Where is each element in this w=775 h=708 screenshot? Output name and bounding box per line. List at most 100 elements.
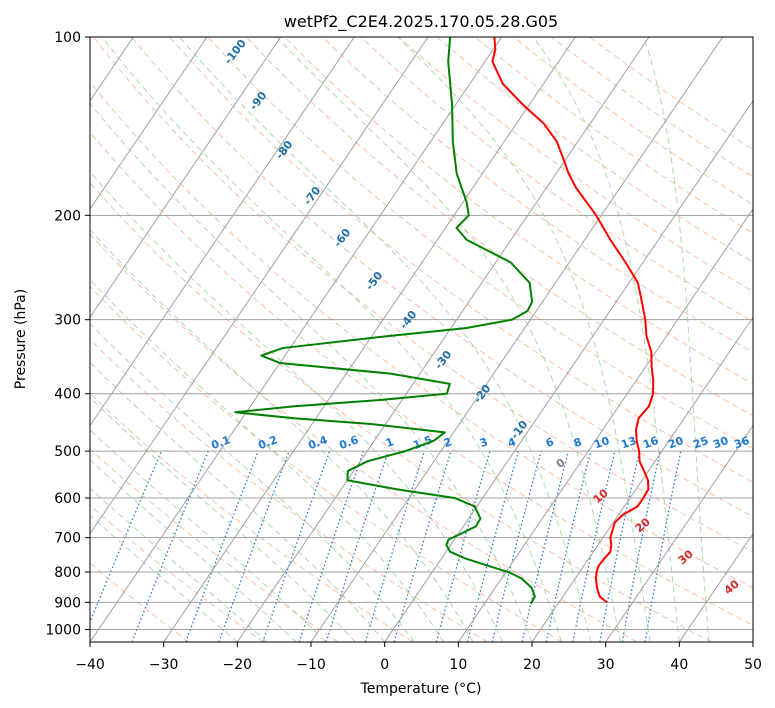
- y-tick-label: 200: [54, 208, 81, 224]
- y-tick-label: 900: [54, 595, 81, 611]
- mixing-ratio-line: [185, 450, 259, 642]
- dry-adiabat: [131, 37, 753, 518]
- x-tick-label: 20: [523, 657, 541, 673]
- mixing-ratio-label: 16: [641, 434, 660, 452]
- mixing-ratio-label: 2: [442, 435, 454, 450]
- mixing-ratio-line: [298, 450, 365, 642]
- moist-adiabat: [90, 514, 238, 642]
- isotherm-line: [236, 37, 650, 642]
- y-tick-label: 700: [54, 531, 81, 547]
- x-tick-label: 10: [449, 657, 467, 673]
- mixing-ratio-label: 6: [544, 435, 556, 450]
- isotherm-line: [163, 37, 576, 642]
- mixing-ratio-line: [364, 450, 426, 642]
- mixing-ratio-label: 4: [506, 435, 518, 450]
- mixing-ratio-line: [545, 450, 592, 642]
- isotherm-line: [0, 37, 60, 642]
- x-tick-label: 50: [744, 657, 762, 673]
- dry-adiabat: [322, 37, 753, 353]
- x-tick-label: 30: [597, 657, 615, 673]
- y-tick-label: 800: [54, 565, 81, 581]
- isotherm-line: [90, 37, 429, 535]
- moist-adiabat: [276, 37, 621, 642]
- mixing-ratio-line: [218, 450, 290, 642]
- moist-adiabat: [101, 37, 562, 642]
- isotherm-line: [752, 641, 753, 642]
- mixing-ratio-label: 3: [478, 435, 490, 450]
- mixing-ratio-label: 0.1: [209, 433, 232, 452]
- mixing-ratio-line: [131, 450, 209, 642]
- isotherm-line: [90, 37, 355, 427]
- moist-adiabat: [90, 487, 268, 642]
- x-tick-label: 40: [670, 657, 688, 673]
- mixing-ratio-label: 36: [732, 434, 751, 452]
- y-tick-label: 400: [54, 387, 81, 403]
- dry-adiabat: [283, 37, 753, 385]
- mixing-ratio-line: [435, 450, 491, 642]
- x-tick-label: −10: [296, 657, 326, 673]
- mixing-ratio-label: 13: [619, 434, 638, 451]
- moist-adiabat: [90, 171, 503, 642]
- mixing-ratio-label: 0.2: [256, 433, 279, 452]
- dry-adiabat: [90, 81, 753, 589]
- dry-adiabat: [90, 131, 753, 626]
- isotherm-line: [605, 424, 753, 642]
- mixing-ratio-label: 30: [711, 434, 730, 452]
- moist-adiabat: [90, 322, 415, 642]
- mixing-ratio-label: 0.4: [306, 433, 329, 452]
- y-tick-label: 500: [54, 444, 81, 460]
- mixing-ratio-label: 10: [592, 434, 611, 452]
- dry-adiabat: [169, 37, 753, 483]
- isotherm-line: [678, 532, 753, 642]
- dry-adiabat: [90, 182, 712, 642]
- mixing-ratio-label: 0.6: [337, 433, 360, 452]
- x-tick-label: −30: [149, 657, 179, 673]
- mixing-ratio-label: 20: [666, 434, 685, 452]
- x-tick-label: −20: [223, 657, 253, 673]
- isotherm-line: [90, 37, 503, 642]
- moist-adiabat: [90, 102, 533, 642]
- moist-adiabat: [90, 279, 445, 642]
- moist-adiabat: [179, 37, 592, 642]
- moist-adiabat: [90, 229, 474, 642]
- moist-adiabat: [90, 429, 327, 642]
- x-axis-ticks: −40 −30 −20 −10 0 10 20 30 40 50: [75, 642, 762, 673]
- isotherm-line: [531, 316, 753, 642]
- isotherm-line: [384, 99, 753, 642]
- mixing-ratio-label: 25: [691, 434, 710, 451]
- y-axis-ticks: 100 200 300 400 500 600 700 800 900 1000: [45, 30, 90, 638]
- isotherm-line: [90, 37, 282, 319]
- y-axis-label: Pressure (hPa): [13, 289, 29, 389]
- y-tick-label: 100: [54, 30, 81, 46]
- dry-adiabat: [90, 504, 264, 642]
- moist-adiabat: [397, 37, 651, 642]
- isotherm-line: [90, 37, 208, 210]
- mixing-ratio-label: 1: [384, 435, 396, 450]
- mixing-ratio-label: 8: [572, 435, 584, 450]
- axes-frame: [89, 36, 754, 643]
- temperature-profile: [491, 37, 655, 604]
- dewpoint-profile: [234, 37, 536, 605]
- chart-title: wetPf2_C2E4.2025.170.05.28.G05: [284, 12, 558, 32]
- profile-series: [234, 37, 655, 605]
- y-tick-label: 600: [54, 491, 81, 507]
- y-tick-label: 300: [54, 313, 81, 329]
- isotherms: [0, 37, 753, 642]
- x-axis-label: Temperature (°C): [360, 681, 482, 697]
- x-tick-label: 0: [380, 657, 389, 673]
- isotherm-line: [457, 208, 753, 642]
- dry-adiabat: [90, 285, 563, 642]
- dry-adiabat: [360, 37, 753, 323]
- moist-adiabat: [532, 37, 680, 642]
- mixing-ratio-line: [90, 450, 163, 624]
- moist-adiabat: [90, 459, 297, 642]
- mixing-ratio-line: [466, 450, 520, 642]
- x-tick-label: −40: [75, 657, 105, 673]
- moist-adiabat: [90, 361, 386, 642]
- mixing-ratio-line: [521, 450, 570, 642]
- isotherm-line: [310, 37, 724, 642]
- y-tick-label: 1000: [45, 622, 81, 638]
- moist-adiabat: [643, 37, 710, 642]
- dry-adiabat: [90, 447, 339, 642]
